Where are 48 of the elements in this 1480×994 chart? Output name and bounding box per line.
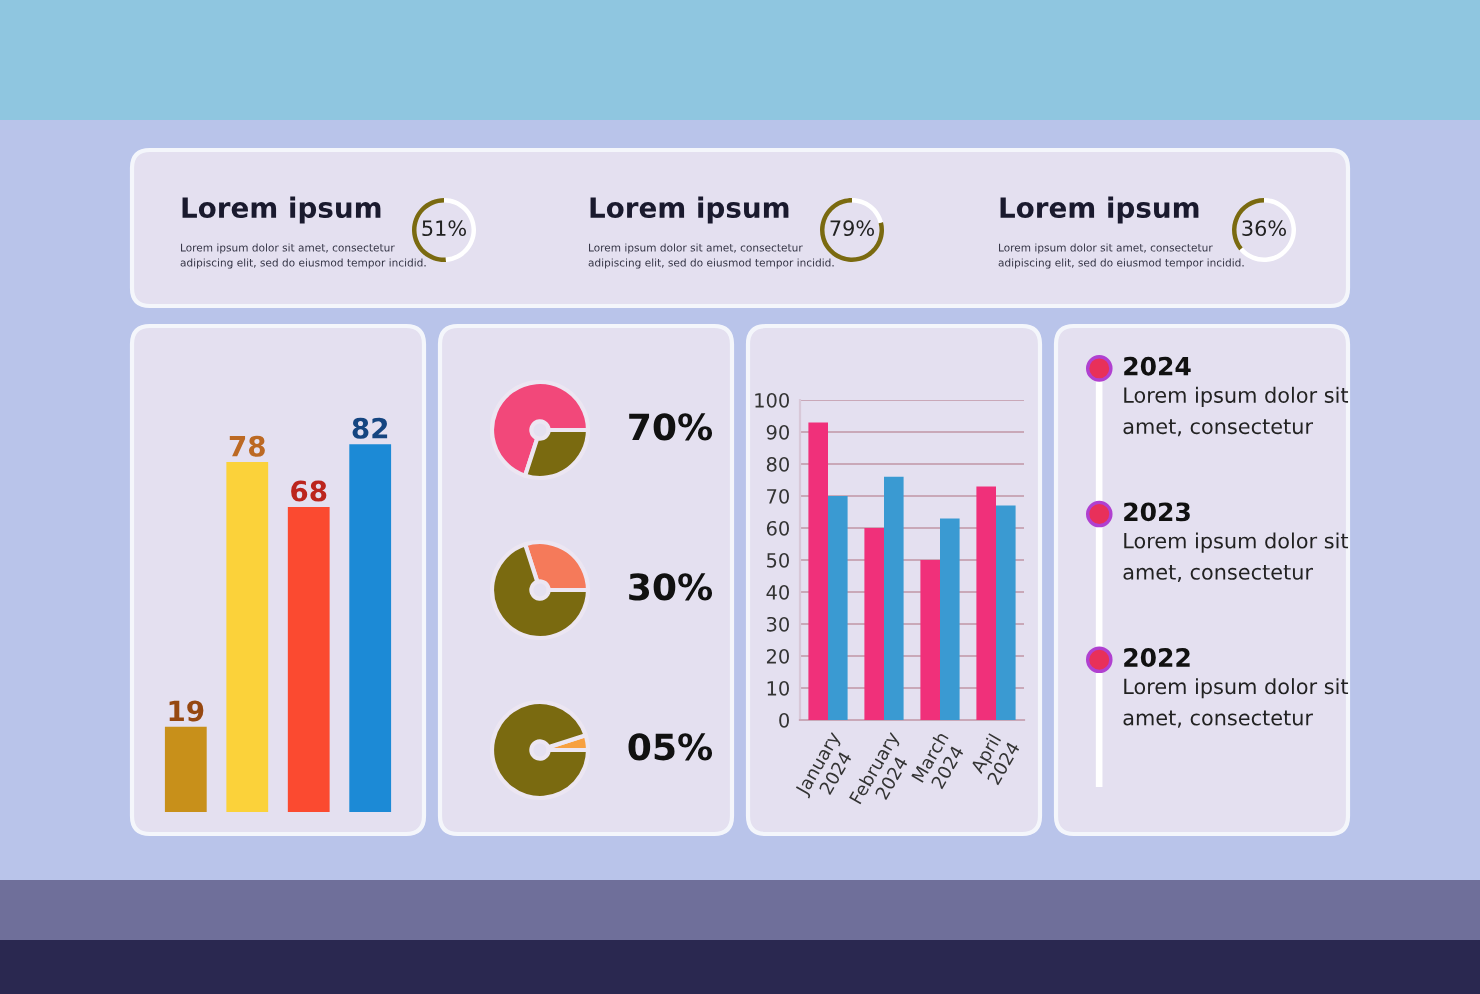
y-tick-label: 80: [766, 456, 789, 472]
text: Lorem ipsum dolor sit amet, consectetur: [1123, 532, 1349, 582]
text: Lorem ipsum dolor sit amet, consectetur: [1123, 678, 1349, 728]
chart-title: Lorem ipsum: [1000, 196, 1199, 224]
y-tick-label: 30: [767, 616, 789, 632]
data-label: 51%: [422, 220, 466, 237]
bar: [864, 528, 884, 720]
y-tick-label: 20: [766, 648, 789, 664]
text: 2022: [1124, 648, 1190, 667]
y-tick-label: 0: [779, 712, 789, 728]
data-label: 79%: [830, 220, 874, 237]
chart-title: Lorem ipsum: [182, 196, 381, 224]
donut-slice: [489, 379, 591, 478]
bar: [349, 444, 392, 812]
data-label: 68: [291, 480, 327, 502]
bar: [940, 518, 960, 720]
y-tick-label: 100: [755, 392, 789, 408]
donut-slice: [820, 198, 884, 262]
bar: [884, 476, 904, 720]
bar: [287, 506, 330, 812]
y-tick-label: 40: [766, 584, 789, 600]
bar: [164, 726, 207, 812]
data-label: 82: [352, 417, 388, 439]
bar: [226, 462, 269, 812]
donut-slice: [489, 542, 591, 641]
data-label: 05%: [628, 733, 713, 761]
text: 2023: [1124, 502, 1190, 522]
data-label: 70%: [629, 413, 713, 441]
donut-slice: [489, 699, 591, 801]
bar: [808, 422, 828, 720]
text: 2024: [1124, 356, 1191, 376]
y-tick-label: 70: [767, 488, 789, 504]
data-label: 78: [229, 435, 265, 457]
y-tick-label: 60: [766, 520, 789, 536]
data-label: 30%: [629, 573, 713, 601]
bar: [976, 486, 996, 720]
data-label: 36%: [1242, 220, 1286, 237]
text: Lorem ipsum dolor sit amet, consectetur: [1123, 386, 1349, 437]
y-tick-label: 90: [766, 424, 789, 440]
data-label: 19: [169, 700, 204, 722]
bar: [996, 505, 1016, 720]
bar: [828, 496, 848, 720]
donut-slice: [1239, 198, 1296, 262]
y-tick-label: 50: [767, 552, 789, 568]
donut-slice: [852, 198, 883, 224]
y-tick-label: 10: [767, 680, 789, 696]
bar: [920, 560, 940, 720]
chart-title: Lorem ipsum: [590, 196, 789, 224]
